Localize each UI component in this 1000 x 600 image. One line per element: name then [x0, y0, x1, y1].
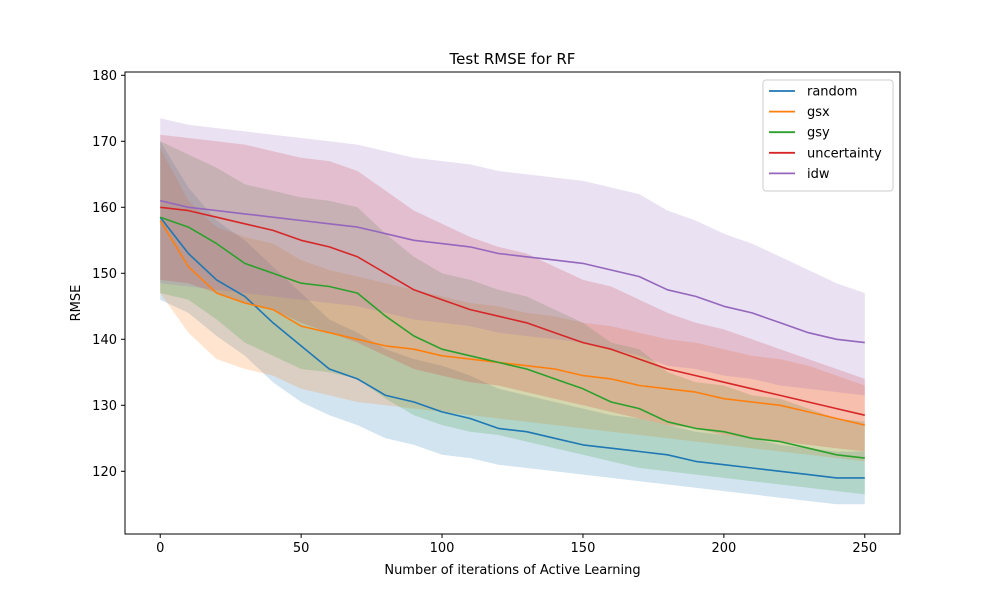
- band-random: [160, 141, 865, 505]
- legend-label-gsy: gsy: [807, 126, 830, 141]
- y-tick-label: 150: [92, 267, 117, 282]
- x-tick-label: 0: [156, 541, 164, 556]
- legend: random gsx gsy uncertainty idw: [762, 79, 894, 192]
- chart-title: Test RMSE for RF: [449, 50, 576, 68]
- legend-label-idw: idw: [807, 167, 830, 182]
- y-tick-label: 170: [92, 135, 117, 150]
- x-tick-label: 200: [711, 541, 736, 556]
- series-line-gsy: [159, 216, 865, 459]
- x-tick-label: 150: [571, 541, 596, 556]
- series-line-uncertainty: [160, 206, 865, 416]
- legend-box: [762, 79, 894, 192]
- x-axis-ticks: 0 50 100 150 200 250: [156, 534, 877, 556]
- series-line-random: [159, 216, 865, 479]
- legend-label-gsx: gsx: [807, 105, 830, 120]
- series-line-gsx: [159, 220, 865, 426]
- y-tick-label: 130: [92, 399, 117, 414]
- legend-label-random: random: [807, 85, 857, 100]
- plot-area-frame: [124, 71, 901, 535]
- x-tick-label: 100: [430, 541, 455, 556]
- band-idw: [160, 118, 865, 396]
- y-axis-ticks: 120 130 140 150 160 170 180: [92, 69, 125, 480]
- confidence-bands: [160, 118, 865, 505]
- x-tick-label: 250: [852, 541, 877, 556]
- y-tick-label: 140: [92, 333, 117, 348]
- y-tick-label: 160: [92, 201, 117, 216]
- band-gsx: [160, 147, 865, 462]
- band-gsy: [160, 141, 865, 495]
- series-line-idw: [160, 199, 865, 344]
- legend-label-uncertainty: uncertainty: [807, 146, 882, 161]
- x-axis-label: Number of iterations of Active Learning: [384, 563, 640, 578]
- y-axis-label: RMSE: [69, 285, 84, 322]
- series-lines: [159, 199, 865, 479]
- band-uncertainty: [160, 134, 865, 452]
- x-tick-label: 50: [293, 541, 310, 556]
- y-tick-label: 120: [92, 465, 117, 480]
- y-tick-label: 180: [92, 69, 117, 84]
